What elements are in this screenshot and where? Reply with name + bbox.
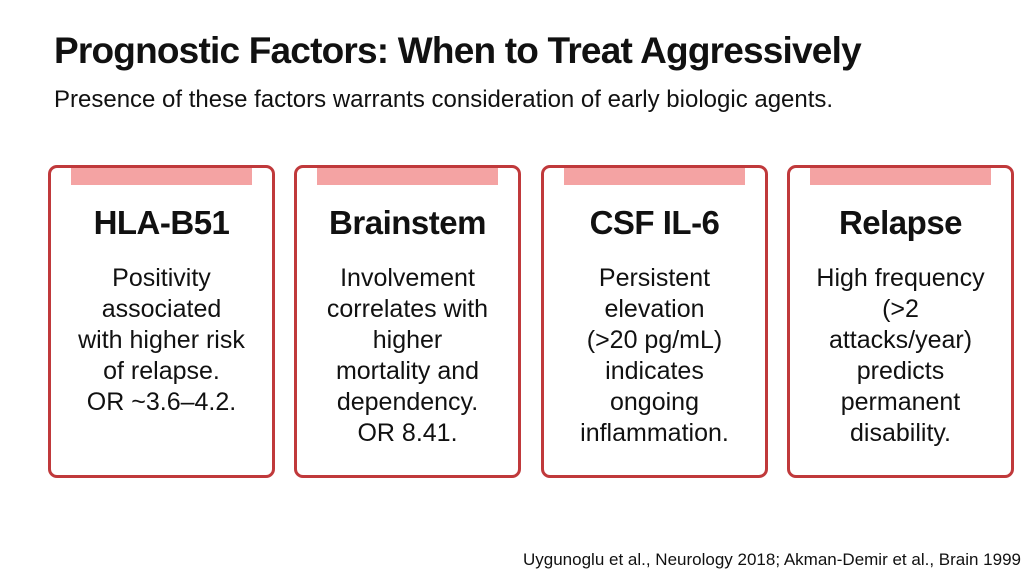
card-accent (564, 168, 745, 185)
card-body: Involvement correlates with higher mortalit… (297, 263, 518, 449)
card-body: Positivity associated with higher risk of r… (51, 263, 272, 418)
card-line: (>20 pg/mL) (586, 326, 723, 354)
card-line: (>2 (882, 295, 919, 323)
subtitle: Presence of these factors warrants consi… (54, 86, 834, 113)
card-title: Relapse (838, 204, 963, 241)
card: Relapse High frequency (>2 attacks/year) pre… (787, 165, 1014, 478)
card-line: predicts (856, 357, 945, 385)
card-accent (317, 168, 498, 185)
card-line: permanent (840, 388, 961, 416)
card-line: Persistent (598, 264, 711, 292)
card-line: higher (372, 326, 443, 354)
title: Prognostic Factors: When to Treat Aggres… (54, 30, 862, 71)
citation: Uygunoglu et al., Neurology 2018; Akman-… (523, 550, 1021, 569)
card-line: mortality and (335, 357, 480, 385)
card-line: OR 8.41. (357, 419, 458, 447)
card-title: HLA-B51 (93, 204, 230, 241)
card-line: associated (101, 295, 222, 323)
card: Brainstem Involvement correlates with highe… (294, 165, 521, 478)
card-title: CSF IL-6 (589, 204, 720, 241)
card-line: inflammation. (580, 419, 729, 447)
card-line: OR ~3.6–4.2. (86, 388, 237, 416)
card-line: ongoing (610, 388, 699, 416)
card-line: High frequency (816, 264, 985, 292)
card-line: disability. (850, 419, 951, 447)
card-line: of relapse. (103, 357, 220, 385)
card-line: indicates (605, 357, 704, 385)
card-accent (810, 168, 991, 185)
card-line: with higher risk (78, 326, 245, 354)
card-line: correlates with (326, 295, 489, 323)
card-line: dependency. (336, 388, 479, 416)
card-title: Brainstem (329, 204, 486, 241)
card-body: Persistent elevation (>20 pg/mL) indicates o… (544, 263, 765, 449)
card: CSF IL-6 Persistent elevation (>20 pg/mL) in… (541, 165, 768, 478)
card-line: attacks/year) (828, 326, 973, 354)
card-accent (71, 168, 252, 185)
card-line: Positivity (112, 264, 211, 292)
card: HLA-B51 Positivity associated with higher r… (48, 165, 275, 478)
card-body: High frequency (>2 attacks/year) predicts pe… (790, 263, 1011, 449)
card-line: elevation (604, 295, 705, 323)
card-line: Involvement (340, 264, 475, 292)
